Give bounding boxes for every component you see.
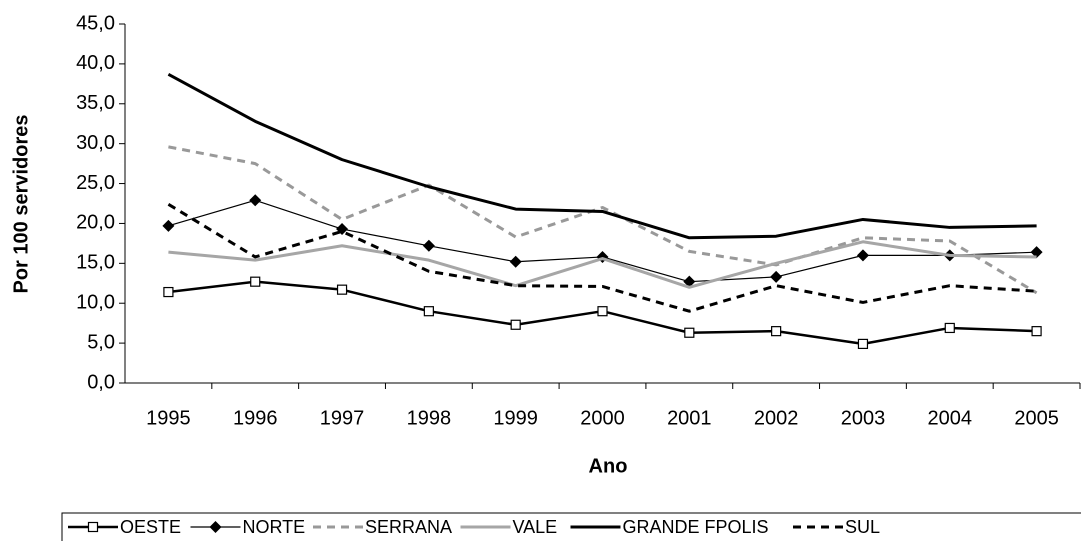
legend-label: GRANDE FPOLIS [623,517,769,537]
data-point [857,338,869,350]
data-point [944,322,955,334]
x-tick-label: 1999 [493,407,538,429]
legend-box [61,512,1081,541]
data-point [597,306,608,317]
x-tick-label: 2005 [1014,407,1059,429]
y-tick-label: 30,0 [76,132,115,154]
data-point [422,239,435,252]
legend-label: VALE [513,517,558,537]
y-tick-label: 40,0 [76,52,115,74]
x-tick-label: 2001 [667,407,712,429]
legend-marker [87,521,99,533]
x-tick-label: 1995 [146,407,191,429]
series-line [168,145,1038,295]
series-line [167,72,1037,240]
legend-label: SERRANA [365,517,452,537]
legend-marker [209,521,222,533]
y-tick-label: 5,0 [87,331,115,353]
data-point [509,255,522,268]
y-tick-label: 20,0 [76,212,115,234]
data-point [856,249,869,262]
series-line [168,240,1037,289]
y-tick-label: 10,0 [76,292,115,314]
x-tick-label: 2003 [841,407,886,429]
data-point [683,275,696,288]
x-tick-label: 2002 [754,407,799,429]
y-tick-label: 45,0 [76,12,115,34]
x-tick-label: 2004 [928,407,973,429]
x-tick-label: 1998 [407,407,452,429]
data-point [510,319,521,330]
data-point [249,194,262,207]
data-point [423,306,434,317]
series-line [167,203,1037,313]
y-tick-label: 0,0 [87,371,115,393]
data-point [163,286,174,298]
data-point [336,284,348,295]
x-tick-label: 1997 [320,407,365,429]
data-point [771,326,782,337]
y-axis-title: Por 100 servidores [10,115,32,294]
x-axis-title: Ano [589,455,628,477]
y-tick-label: 35,0 [76,92,115,114]
x-tick-label: 2000 [580,407,625,429]
data-point [684,327,695,338]
legend-label: SUL [845,517,880,537]
data-point [1031,326,1042,337]
legend-label: NORTE [243,517,306,537]
y-tick-label: 25,0 [76,172,115,194]
x-tick-label: 1996 [233,407,278,429]
legend-label: OESTE [120,517,181,537]
data-point [250,276,261,287]
data-point [162,219,175,232]
data-point [1030,246,1043,259]
data-point [770,270,783,283]
y-tick-label: 15,0 [76,252,115,274]
